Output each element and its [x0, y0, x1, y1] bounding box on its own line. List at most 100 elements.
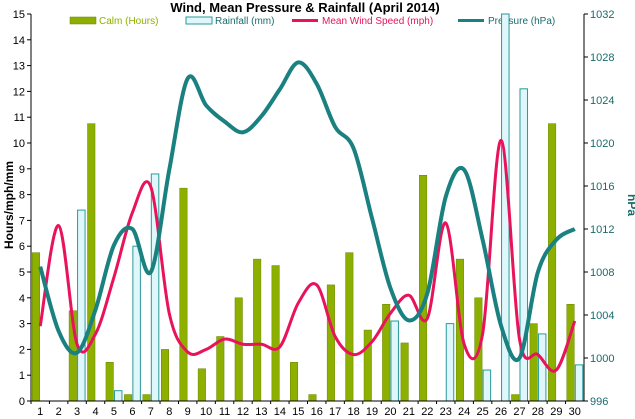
calm-bar [290, 362, 299, 402]
legend-swatch-calm [69, 16, 97, 25]
x-tick-label: 29 [550, 406, 562, 418]
x-tick-label: 9 [185, 406, 191, 418]
legend: Calm (Hours) Rainfall (mm) Mean Wind Spe… [69, 16, 555, 27]
calm-bar [511, 394, 520, 402]
right-tick-label: 1000 [590, 353, 614, 365]
y-axis-title-right: hPa [625, 194, 635, 216]
calm-bar [566, 304, 575, 402]
calm-bar [179, 187, 188, 402]
calm-bar [31, 252, 40, 402]
left-tick-label: 11 [14, 112, 25, 124]
x-tick-label: 30 [569, 406, 581, 418]
x-tick-label: 23 [440, 406, 452, 418]
calm-bar [345, 252, 354, 402]
left-tick-label: 1 [19, 370, 25, 382]
rainfall-bar [77, 209, 86, 402]
x-tick-label: 21 [403, 406, 415, 418]
calm-bar [548, 123, 557, 402]
left-tick-label: 13 [13, 61, 25, 73]
left-tick-label: 2 [19, 344, 25, 356]
calm-bar [124, 394, 133, 402]
right-axis: 996 1000 1004 1008 1012 1016 1020 1024 1028 1032 [584, 9, 614, 408]
calm-bar [308, 394, 317, 402]
calm-bar [271, 265, 280, 402]
x-tick-label: 16 [311, 406, 323, 418]
legend-label-calm: Calm (Hours) [99, 16, 158, 27]
left-tick-label: 0 [19, 396, 25, 408]
right-tick-label: 1020 [590, 138, 614, 150]
x-tick-label: 3 [74, 406, 80, 418]
left-tick-label: 5 [19, 267, 25, 279]
calm-bar [363, 329, 372, 402]
right-tick-label: 1032 [590, 9, 614, 21]
left-tick-label: 7 [19, 215, 25, 227]
left-tick-label: 6 [19, 241, 25, 253]
x-tick-label: 8 [166, 406, 172, 418]
x-tick-label: 6 [129, 406, 135, 418]
calm-bar [142, 394, 151, 402]
legend-label-wind: Mean Wind Speed (mph) [322, 16, 433, 27]
legend-label-pressure: Pressure (hPa) [488, 16, 555, 27]
right-tick-label: 1028 [590, 52, 614, 64]
x-tick-label: 7 [148, 406, 154, 418]
y-axis-title-left: Hours/mph/mm [2, 161, 16, 249]
x-tick-label: 14 [274, 406, 286, 418]
calm-bar [105, 362, 114, 402]
calm-bar [216, 336, 225, 402]
x-tick-label: 11 [219, 406, 230, 418]
right-tick-label: 1008 [590, 267, 614, 279]
x-tick-label: 22 [421, 406, 433, 418]
x-tick-label: 20 [384, 406, 396, 418]
rainfall-bar [132, 245, 141, 402]
right-tick-label: 996 [590, 396, 608, 408]
x-tick-label: 26 [495, 406, 507, 418]
x-tick-label: 17 [329, 406, 341, 418]
calm-bar [253, 258, 262, 402]
calm-bar [161, 349, 169, 402]
rainfall-bar [390, 320, 399, 402]
legend-swatch-rainfall [185, 16, 213, 25]
x-tick-label: 15 [292, 406, 304, 418]
x-tick-label: 13 [255, 406, 267, 418]
x-tick-label: 5 [111, 406, 117, 418]
calm-bar [87, 123, 96, 402]
left-tick-label: 3 [19, 319, 25, 331]
calm-bar [529, 323, 538, 402]
x-tick-label: 4 [92, 406, 98, 418]
right-tick-label: 1004 [590, 310, 614, 322]
x-tick-label: 2 [56, 406, 62, 418]
calm-bar [234, 297, 243, 402]
x-tick-label: 28 [532, 406, 544, 418]
x-tick-label: 24 [458, 406, 470, 418]
chart-title: Wind, Mean Pressure & Rainfall (April 20… [170, 0, 439, 15]
right-tick-label: 1016 [590, 181, 614, 193]
left-tick-label: 4 [19, 293, 25, 305]
series-lines [38, 60, 577, 373]
left-tick-label: 10 [13, 138, 25, 150]
right-tick-label: 1024 [590, 95, 614, 107]
left-tick-label: 8 [19, 190, 25, 202]
x-tick-label: 27 [513, 406, 525, 418]
x-tick-label: 1 [37, 406, 43, 418]
x-tick-label: 25 [476, 406, 488, 418]
x-tick-label: 10 [200, 406, 212, 418]
rainfall-bar [482, 369, 492, 402]
pressure-line [38, 60, 576, 362]
left-tick-label: 15 [13, 9, 25, 21]
left-tick-label: 14 [13, 35, 25, 47]
x-tick-label: 12 [237, 406, 249, 418]
calm-bars [31, 123, 575, 402]
calm-bar [419, 175, 428, 402]
left-tick-label: 9 [19, 164, 25, 176]
calm-bar [400, 342, 409, 402]
right-tick-label: 1012 [590, 224, 614, 236]
rainfall-bar [113, 390, 123, 402]
legend-label-rainfall: Rainfall (mm) [215, 16, 274, 27]
rainfall-bar [537, 333, 547, 402]
x-tick-label: 18 [347, 406, 359, 418]
calm-bar [197, 368, 206, 402]
x-tick-label: 19 [366, 406, 378, 418]
